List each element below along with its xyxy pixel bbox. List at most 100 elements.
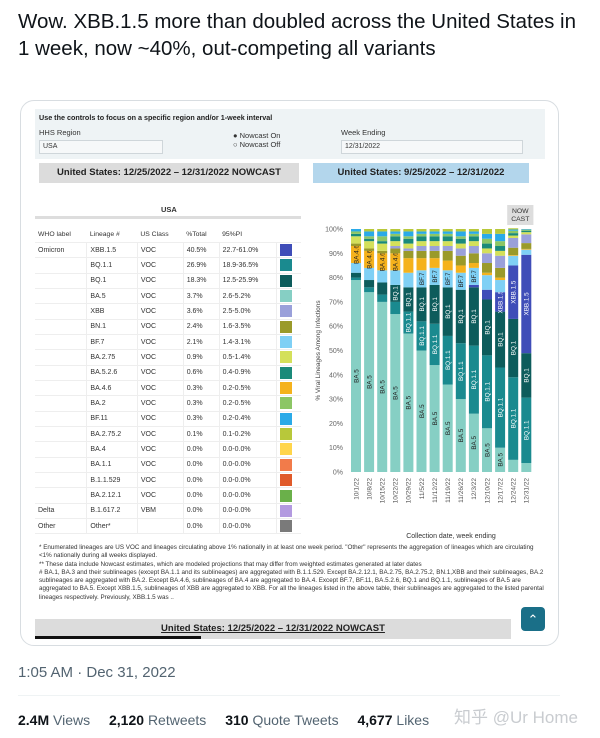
- segment-label: BQ.1.1: [471, 369, 478, 389]
- us-class: VBM: [136, 502, 184, 520]
- color-swatch: [279, 244, 292, 257]
- table-row: BA.2.75 VOC 0.9% 0.5-1.4%: [35, 349, 301, 366]
- bar-segment: [455, 343, 466, 400]
- us-class: [136, 518, 184, 535]
- who-label: [35, 426, 87, 443]
- scroll-bar[interactable]: [35, 636, 201, 639]
- who-label: [35, 273, 87, 289]
- tweet-image-card[interactable]: Use the controls to focus on a specific …: [20, 100, 559, 646]
- header-who: WHO label: [35, 227, 87, 243]
- stat-likes[interactable]: 4,677 Likes: [357, 712, 429, 728]
- x-tick-label: 10/22/22: [393, 478, 400, 504]
- bar-segment: [364, 238, 375, 242]
- bar-segment: [416, 231, 427, 234]
- stat-retweets[interactable]: 2,120 Retweets: [109, 712, 206, 728]
- lineage-name: BN.1: [86, 319, 138, 335]
- bar-segment: [442, 241, 453, 247]
- nowcast-off-radio[interactable]: ○ Nowcast Off: [233, 140, 281, 149]
- bar-segment: [429, 284, 440, 324]
- segment-label: BQ.1.1: [419, 326, 426, 346]
- tweet-timestamp[interactable]: 1:05 AM · Dec 31, 2022: [18, 664, 176, 681]
- controls-title: Use the controls to focus on a specific …: [39, 113, 273, 122]
- bar-segment: [416, 236, 427, 242]
- bar-segment: [351, 229, 361, 232]
- bar-segment: [403, 250, 414, 259]
- bar-segment: [508, 237, 519, 248]
- prediction-interval: 0.2-0.5%: [218, 395, 277, 412]
- bar-segment: [482, 289, 492, 300]
- bar-segment: [455, 236, 466, 239]
- bar-segment: [377, 243, 388, 251]
- bar-segment: [521, 397, 532, 464]
- bar-segment: [377, 231, 388, 237]
- bar-segment: [442, 384, 453, 472]
- bar-segment: [455, 289, 466, 344]
- us-class: VOC: [136, 303, 184, 320]
- percent-total: 0.9%: [182, 349, 220, 366]
- percent-total: 0.0%: [182, 502, 220, 520]
- footnotes: * Enumerated lineages are US VOC and lin…: [35, 544, 547, 602]
- lineage-name: BF.7: [86, 334, 138, 351]
- bar-segment: [390, 233, 401, 237]
- week-select[interactable]: 12/31/2022: [341, 140, 523, 154]
- y-tick-label: 0%: [333, 470, 343, 477]
- lineage-name: BA.4: [86, 441, 138, 458]
- bar-segment: [508, 235, 519, 238]
- bar-segment: [482, 263, 492, 273]
- bar-segment: [364, 231, 375, 237]
- segment-label: BQ.1.1: [458, 361, 465, 381]
- y-tick-label: 60%: [329, 324, 343, 331]
- bar-segment: [351, 236, 361, 244]
- stat-views[interactable]: 2.4M Views: [18, 712, 90, 728]
- table-row: Omicron XBB.1.5 VOC 40.5% 22.7-61.0%: [35, 242, 301, 259]
- bar-segment: [377, 301, 388, 472]
- prediction-interval: 0.5-1.4%: [218, 349, 277, 366]
- bar-segment: [429, 231, 440, 234]
- x-tick-label: 12/10/22: [484, 478, 491, 504]
- color-swatch: [279, 259, 292, 272]
- segment-label: XBB.1.5: [511, 280, 518, 304]
- bar-segment: [482, 238, 492, 244]
- bar-segment: [403, 272, 414, 288]
- bar-segment: [495, 447, 506, 472]
- bar-segment: [468, 253, 479, 264]
- us-class: VOC: [136, 288, 184, 305]
- bar-segment: [442, 270, 453, 288]
- us-class: VOC: [136, 319, 184, 335]
- bar-segment: [390, 229, 401, 232]
- bar-segment: [442, 260, 453, 271]
- bar-segment: [521, 353, 532, 398]
- color-swatch: [279, 397, 292, 410]
- bar-segment: [495, 267, 506, 278]
- segment-label: BQ.1: [511, 340, 518, 355]
- scroll-to-top-button[interactable]: ⌃: [521, 607, 545, 631]
- stat-quote-tweets[interactable]: 310 Quote Tweets: [225, 712, 338, 728]
- nowcast-on-radio[interactable]: ● Nowcast On: [233, 131, 281, 140]
- segment-label: BF.7: [419, 272, 426, 285]
- bar-segment: [364, 280, 375, 288]
- bar-segment: [495, 280, 506, 293]
- region-select[interactable]: USA: [39, 140, 163, 154]
- bar-segment: [364, 250, 375, 268]
- table-banner: United States: 12/25/2022 – 12/31/2022 N…: [39, 163, 299, 183]
- y-tick-label: 90%: [329, 251, 343, 258]
- percent-total: 26.9%: [182, 257, 220, 274]
- prediction-interval: 0.0-0.0%: [218, 472, 277, 489]
- who-label: [35, 441, 87, 458]
- segment-label: BQ.1: [471, 309, 478, 324]
- stat-value: 310: [225, 712, 249, 728]
- bar-segment: [403, 311, 414, 334]
- bar-segment: [442, 287, 453, 336]
- header-pct: %Total: [183, 227, 220, 243]
- who-label: [35, 457, 87, 474]
- bar-segment: [508, 247, 519, 256]
- bar-segment: [403, 258, 414, 273]
- prediction-interval: 0.0-0.0%: [218, 457, 277, 474]
- bar-segment: [351, 231, 361, 234]
- bar-segment: [390, 253, 401, 271]
- us-class: VOC: [136, 411, 184, 427]
- y-tick-label: 80%: [329, 275, 343, 282]
- lineage-name: BQ.1: [86, 273, 138, 289]
- who-label: [35, 395, 87, 412]
- nowcast-on-label: Nowcast On: [239, 131, 281, 140]
